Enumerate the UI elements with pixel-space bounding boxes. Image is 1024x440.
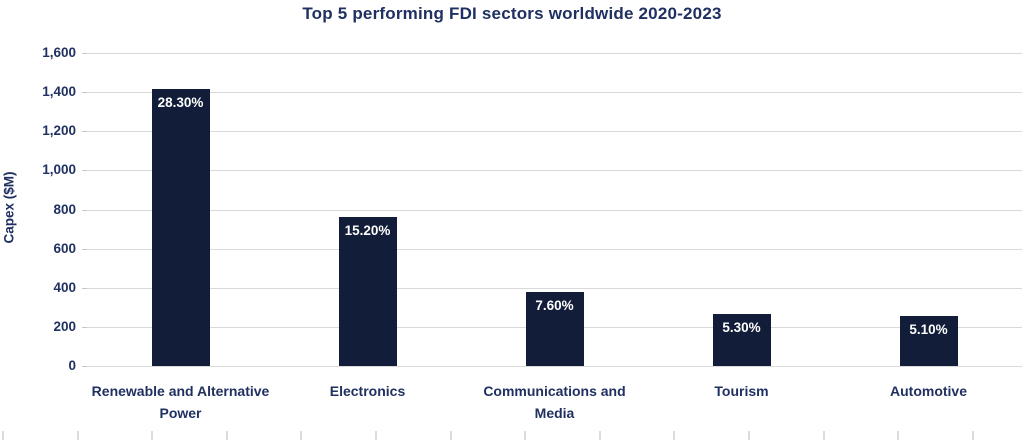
bar-value-label: 28.30% [157, 95, 204, 111]
y-axis-title: Capex ($M) [1, 171, 17, 244]
bottom-ruler-tick [748, 431, 750, 440]
y-axis-tick-label: 1,400 [42, 84, 76, 100]
y-axis-tick-mark [82, 170, 87, 172]
bar-renewable-and-alternative-power [151, 89, 210, 366]
y-axis-tick-mark [82, 92, 87, 94]
y-axis-tick-label: 800 [53, 201, 76, 217]
bottom-ruler-tick [897, 431, 900, 440]
gridline [87, 131, 1022, 133]
y-axis-tick-mark [82, 248, 87, 250]
y-axis-tick-label: 200 [53, 318, 76, 334]
bar-value-label: 5.10% [909, 322, 948, 338]
bar-tourism [712, 314, 771, 366]
bottom-ruler-tick [822, 431, 825, 440]
y-axis-tick-mark [82, 366, 87, 367]
y-axis-tick-mark [82, 326, 87, 328]
y-axis-tick-mark [82, 287, 87, 289]
bottom-ruler-tick [2, 431, 4, 440]
gridline [87, 92, 1022, 94]
y-axis-tick-label: 1,200 [42, 123, 76, 139]
y-axis-tick-mark [82, 53, 87, 54]
x-axis-category-label: Automotive [890, 383, 967, 399]
y-axis-tick-mark [82, 131, 87, 133]
y-axis-tick-label: 400 [53, 279, 76, 295]
x-axis-category-label: Tourism [714, 383, 769, 399]
x-axis-category-label: Communications and Media [483, 383, 626, 421]
bar-electronics [338, 217, 397, 366]
bottom-ruler-tick [598, 431, 601, 440]
y-axis-tick-mark [82, 209, 87, 211]
y-axis-tick-label: 600 [53, 240, 76, 256]
bottom-ruler-tick [300, 431, 303, 440]
gridline [87, 53, 1022, 54]
x-axis-category-label: Renewable and Alternative Power [91, 383, 270, 421]
bottom-ruler-tick [76, 431, 79, 440]
bar-automotive [899, 316, 958, 366]
gridline [87, 366, 1022, 367]
y-axis-tick-label: 1,000 [42, 162, 76, 178]
bar-value-label: 7.60% [535, 297, 574, 313]
bar-communications-and-media [525, 291, 584, 366]
gridline [87, 248, 1022, 250]
bottom-ruler-tick [524, 431, 527, 440]
bottom-ruler-tick [225, 431, 228, 440]
bar-value-label: 5.30% [722, 320, 761, 336]
bottom-ruler-tick [151, 431, 154, 440]
y-axis-tick-label: 1,600 [42, 45, 76, 60]
bar-value-label: 15.20% [344, 223, 391, 239]
bottom-ruler-tick [449, 431, 452, 440]
gridline [87, 170, 1022, 172]
gridline [87, 287, 1022, 289]
y-axis-tick-label: 0 [68, 358, 76, 373]
chart-title: Top 5 performing FDI sectors worldwide 2… [302, 4, 722, 23]
bottom-ruler-tick [375, 431, 377, 440]
bottom-ruler-tick [673, 431, 676, 440]
x-axis-category-label: Electronics [329, 383, 406, 399]
gridline [87, 209, 1022, 211]
bottom-ruler-tick [971, 431, 974, 440]
